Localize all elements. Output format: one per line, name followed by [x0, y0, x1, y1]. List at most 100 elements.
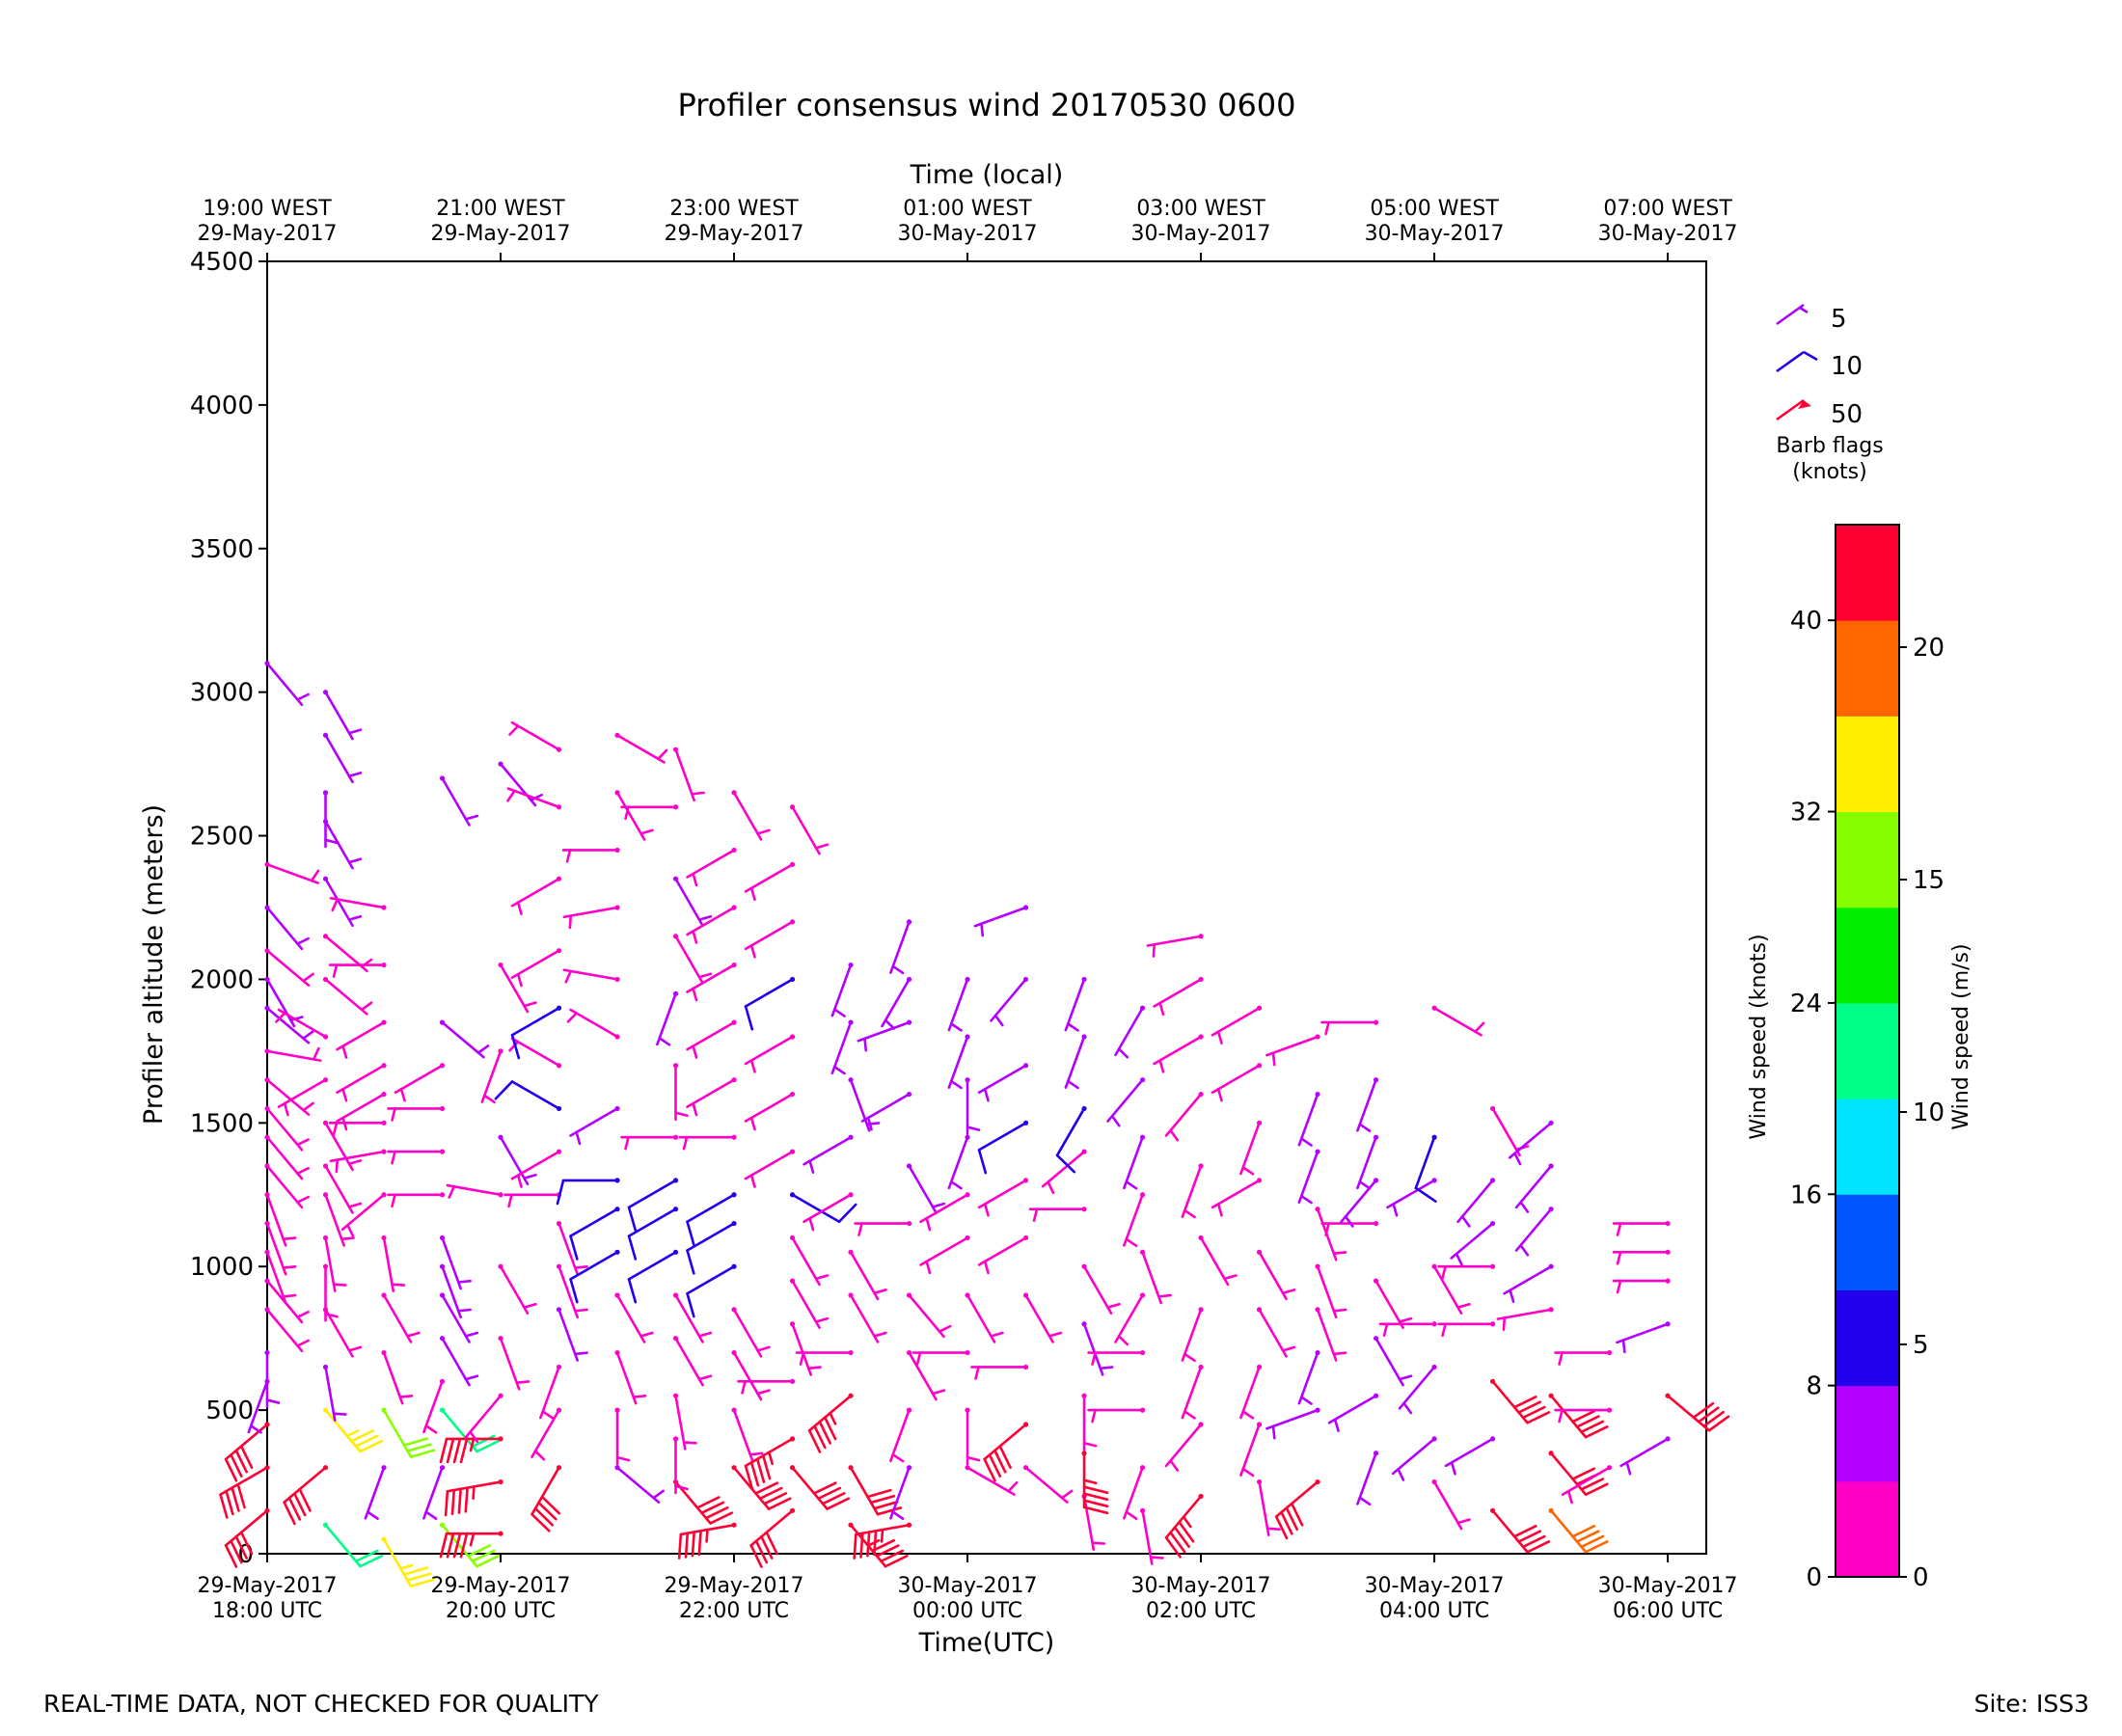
barb-half-tick	[990, 1331, 1004, 1338]
barb-shaft	[1164, 1423, 1203, 1468]
barb-full-tick	[765, 1531, 778, 1556]
wind-barb	[1055, 1105, 1087, 1174]
barb-half-tick	[1324, 1020, 1330, 1036]
barb-shaft	[1549, 1394, 1588, 1439]
barb-half-tick	[1106, 1302, 1121, 1309]
barb-half-tick	[749, 944, 756, 959]
wind-barb	[860, 1091, 912, 1131]
x-tick-label-time: 18:00 UTC	[212, 1599, 322, 1623]
barb-half-tick	[1281, 1345, 1296, 1352]
wind-barb	[569, 1249, 620, 1304]
barb-half-tick	[658, 1037, 671, 1046]
barb-full-tick	[744, 1005, 754, 1031]
barb-shaft	[1297, 1150, 1319, 1205]
barb-shaft	[1258, 1308, 1288, 1358]
wind-barb	[1561, 1465, 1613, 1505]
colorbar-knots-label: Wind speed (knots)	[1747, 934, 1771, 1139]
wind-barb	[1456, 1178, 1496, 1228]
wind-barb	[1356, 1077, 1379, 1132]
wind-barb	[566, 1008, 620, 1040]
barb-half-tick	[1216, 1030, 1223, 1044]
barb-half-tick	[674, 1484, 689, 1491]
wind-barb	[977, 1063, 1029, 1102]
barb-half-tick	[1625, 1461, 1632, 1476]
wind-barb	[672, 1393, 697, 1451]
barb-shaft	[686, 1264, 736, 1295]
barb-shaft	[1082, 1264, 1113, 1316]
barb-half-tick	[345, 1429, 360, 1438]
barb-full-tick	[871, 1538, 896, 1553]
wind-barb	[381, 1536, 436, 1587]
wind-barb	[1181, 1307, 1204, 1363]
barb-shaft	[1327, 1394, 1377, 1424]
barb-full-tick	[287, 1496, 302, 1521]
wind-barb	[394, 1063, 446, 1102]
barb-full-tick	[826, 1497, 851, 1510]
barb-half-tick	[829, 1411, 837, 1425]
wind-barb	[1041, 1149, 1087, 1195]
barb-full-tick	[446, 1532, 455, 1559]
wind-barb	[264, 861, 320, 884]
x-tick-label-date: 29-May-2017	[665, 1574, 804, 1598]
barb-shaft	[562, 968, 619, 981]
barb-shaft	[530, 1466, 560, 1516]
barb-half-tick	[341, 1044, 348, 1059]
barb-half-tick	[799, 1351, 805, 1366]
barb-shaft	[1432, 1006, 1483, 1037]
barb-shaft	[441, 776, 471, 827]
barb-half-tick	[756, 1389, 771, 1396]
wind-barb	[848, 1292, 887, 1343]
wind-barb	[264, 1349, 281, 1408]
barb-shaft	[441, 1523, 478, 1568]
barb-shaft	[324, 1164, 354, 1214]
barb-full-tick	[231, 1486, 240, 1512]
barb-half-tick	[282, 1265, 297, 1269]
wind-barb	[1391, 1436, 1437, 1481]
barb-full-tick	[744, 1464, 754, 1490]
barb-half-tick	[1616, 1279, 1622, 1294]
colorbar-ms-label: Wind speed (m/s)	[1949, 943, 1973, 1129]
y-tick-label: 2000	[190, 965, 254, 994]
wind-barb	[1256, 1478, 1281, 1537]
wind-barb	[1256, 1249, 1296, 1301]
barb-shaft	[382, 1408, 413, 1458]
wind-barb	[446, 1183, 503, 1199]
wind-barb	[275, 1008, 329, 1040]
wind-barb	[919, 1192, 970, 1232]
barb-half-tick	[332, 1412, 347, 1416]
barb-full-tick	[884, 1554, 909, 1568]
barb-shaft	[1211, 1006, 1261, 1037]
barb-half-tick	[296, 1339, 310, 1347]
barb-shaft	[732, 1308, 763, 1358]
barb-half-tick	[749, 886, 756, 902]
wind-barb	[1239, 1364, 1263, 1420]
barb-full-tick	[471, 1549, 496, 1563]
barb-half-tick	[1382, 1322, 1389, 1338]
barb-half-tick	[456, 1279, 472, 1284]
wind-barb	[614, 1407, 631, 1466]
wind-barb	[744, 919, 796, 959]
barb-shaft	[1316, 1264, 1338, 1319]
barb-shaft	[265, 662, 304, 707]
barb-shaft	[1024, 1293, 1054, 1343]
wind-barb	[1315, 1207, 1347, 1261]
barb-full-tick	[875, 1544, 900, 1558]
barb-full-tick	[837, 1203, 857, 1224]
wind-barb	[322, 1263, 339, 1322]
wind-barb	[1320, 1220, 1379, 1236]
barb-full-tick	[873, 1529, 878, 1557]
wind-barb	[556, 1178, 620, 1206]
wind-barb	[857, 1019, 912, 1052]
wind-barb	[614, 790, 654, 841]
legend-barb-tick	[1803, 350, 1818, 362]
barb-shaft	[686, 963, 736, 993]
barb-shaft	[1274, 1480, 1319, 1518]
x-axis-label: Time(UTC)	[918, 1628, 1055, 1658]
barb-half-tick	[692, 987, 698, 1002]
barb-shaft	[973, 906, 1027, 928]
wind-barb	[973, 905, 1029, 937]
barb-full-tick	[749, 1461, 760, 1487]
barb-shaft	[615, 1293, 646, 1343]
barb-half-tick	[863, 1037, 868, 1052]
wind-barb	[744, 1436, 796, 1490]
